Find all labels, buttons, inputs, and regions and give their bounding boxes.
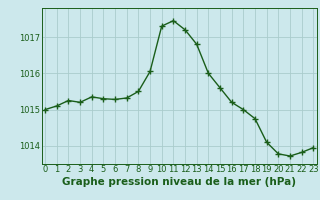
X-axis label: Graphe pression niveau de la mer (hPa): Graphe pression niveau de la mer (hPa) [62, 177, 296, 187]
